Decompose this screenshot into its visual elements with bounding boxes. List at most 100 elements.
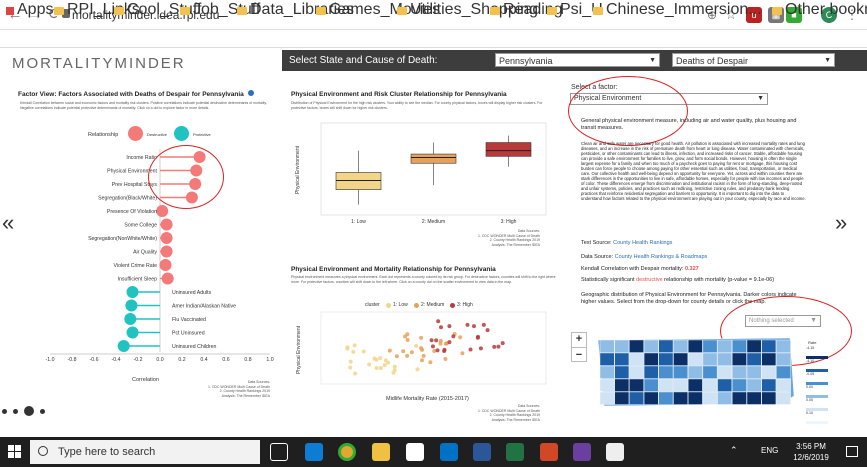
factor-dot[interactable] [160, 245, 173, 258]
county[interactable] [599, 365, 615, 379]
bookmark-apps[interactable]: Apps [6, 2, 53, 18]
factor-dot[interactable] [126, 286, 139, 298]
county[interactable] [658, 391, 674, 405]
info-icon[interactable] [248, 90, 254, 96]
edge-icon[interactable] [305, 443, 323, 461]
pennsylvania-choropleth-map[interactable] [590, 332, 800, 414]
county[interactable] [717, 352, 732, 366]
county[interactable] [746, 378, 762, 392]
zoom-out-button[interactable]: − [571, 347, 587, 362]
county[interactable] [687, 365, 703, 379]
county[interactable] [732, 365, 747, 379]
county[interactable] [761, 378, 777, 392]
next-page-arrow[interactable]: » [835, 210, 848, 235]
factor-dot[interactable] [156, 205, 169, 217]
chrome-icon[interactable] [338, 443, 356, 461]
factor-dot[interactable] [159, 259, 172, 271]
county[interactable] [717, 378, 732, 392]
county[interactable] [614, 391, 630, 405]
county[interactable] [732, 339, 747, 353]
county[interactable] [687, 378, 703, 392]
county[interactable] [629, 365, 644, 379]
county[interactable] [643, 365, 659, 379]
bookmark-other[interactable]: Other bookmarks [772, 2, 867, 18]
county[interactable] [776, 352, 791, 366]
county[interactable] [629, 339, 644, 353]
county[interactable] [643, 378, 659, 392]
factor-dot[interactable] [161, 272, 174, 285]
county[interactable] [717, 339, 732, 353]
notification-icon[interactable] [846, 446, 858, 457]
language-indicator[interactable]: ENG [761, 446, 779, 455]
county[interactable] [673, 365, 688, 379]
county[interactable] [658, 378, 674, 392]
county[interactable] [614, 339, 630, 353]
county[interactable] [732, 391, 747, 405]
county[interactable] [761, 339, 777, 353]
cause-select[interactable]: Deaths of Despair ▼ [672, 53, 835, 67]
bookmark-games-movies[interactable]: Games_Movies [316, 2, 440, 18]
county[interactable] [599, 352, 615, 366]
county[interactable] [629, 378, 644, 392]
county[interactable] [761, 352, 777, 366]
county[interactable] [702, 352, 718, 366]
county[interactable] [746, 352, 762, 366]
factor-dot[interactable] [126, 326, 139, 339]
taskbar-search[interactable]: Type here to search [30, 440, 260, 464]
forward-icon[interactable]: → [27, 6, 43, 23]
avatar[interactable]: C [821, 7, 837, 23]
county[interactable] [746, 391, 762, 405]
onenote-icon[interactable] [573, 443, 591, 461]
county[interactable] [673, 378, 688, 392]
county[interactable] [687, 352, 703, 366]
county[interactable] [673, 339, 688, 353]
county[interactable] [732, 378, 747, 392]
factor-dot[interactable] [160, 232, 173, 244]
county[interactable] [614, 378, 630, 392]
county[interactable] [673, 391, 688, 405]
menu-icon[interactable]: ⋮ [845, 7, 859, 22]
county[interactable] [687, 339, 703, 353]
factor-dot[interactable] [160, 218, 173, 231]
county[interactable] [702, 365, 718, 379]
county[interactable] [658, 339, 674, 353]
county[interactable] [599, 378, 615, 392]
mail-icon[interactable] [440, 443, 458, 461]
county[interactable] [658, 352, 674, 366]
excel-icon[interactable] [506, 443, 524, 461]
county[interactable] [717, 365, 732, 379]
factor-dot[interactable] [125, 299, 138, 312]
county[interactable] [776, 339, 791, 353]
extension-green-icon[interactable]: ■ [786, 7, 802, 23]
factor-dot[interactable] [117, 340, 130, 352]
factor-dot[interactable] [124, 313, 137, 325]
county[interactable] [673, 352, 688, 366]
county[interactable] [658, 365, 674, 379]
file-explorer-icon[interactable] [372, 443, 390, 461]
carousel-dot-2[interactable] [13, 409, 18, 414]
county[interactable] [717, 391, 732, 405]
county[interactable] [746, 339, 762, 353]
county[interactable] [702, 378, 718, 392]
powerpoint-icon[interactable] [540, 443, 558, 461]
county[interactable] [629, 352, 644, 366]
notepad-icon[interactable] [606, 443, 624, 461]
star-icon[interactable]: ☆ [725, 7, 737, 22]
store-icon[interactable] [406, 443, 424, 461]
county[interactable] [732, 352, 747, 366]
county[interactable] [614, 365, 630, 379]
windows-start-icon[interactable] [8, 445, 22, 459]
county[interactable] [643, 352, 659, 366]
county[interactable] [776, 378, 791, 392]
county[interactable] [643, 339, 659, 353]
county[interactable] [761, 391, 777, 405]
text-source-link[interactable]: County Health Rankings [613, 240, 673, 246]
bookmark-utilities-shopping[interactable]: Utilities_Shopping [397, 2, 538, 18]
carousel-dot-3-active[interactable] [24, 406, 34, 416]
bookmark-chinese-immersion[interactable]: Chinese_Immersion... [593, 2, 762, 18]
zoom-icon[interactable]: ⊕ [706, 8, 718, 22]
task-view-icon[interactable] [270, 443, 288, 461]
county[interactable] [599, 391, 615, 405]
word-icon[interactable] [473, 443, 491, 461]
county[interactable] [643, 391, 659, 405]
